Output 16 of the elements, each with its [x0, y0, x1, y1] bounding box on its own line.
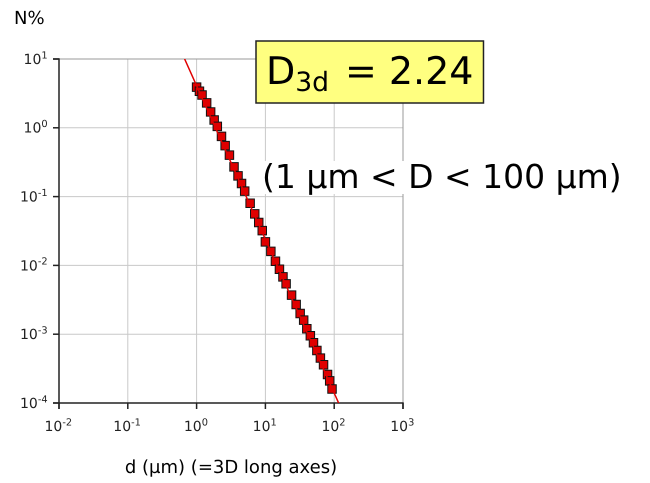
- annotation: D$_{3d}$ = 2.24: [266, 49, 474, 98]
- annotation: (1 μm < D < 100 μm): [262, 157, 622, 196]
- x-tick-label: 10$^{0}$: [184, 417, 208, 435]
- x-tick-label: 10$^{-1}$: [113, 417, 141, 435]
- x-axis-title: d (μm) (=3D long axes): [124, 457, 338, 478]
- x-tick-label: 10$^{-2}$: [44, 417, 72, 435]
- y-tick-label: 10$^{-1}$: [20, 188, 48, 206]
- y-tick-label: 10$^{-2}$: [20, 256, 48, 274]
- y-tick-label: 10$^{0}$: [24, 119, 48, 137]
- y-axis-title: N%: [14, 8, 45, 29]
- x-tick-label: 10$^{1}$: [252, 417, 277, 435]
- x-tick-label: 10$^{3}$: [390, 417, 414, 435]
- x-tick-label: 10$^{2}$: [321, 417, 346, 435]
- y-tick-label: 10$^{-4}$: [20, 394, 48, 412]
- y-tick-label: 10$^{-3}$: [20, 326, 48, 344]
- y-tick-label: 10$^{1}$: [24, 50, 48, 68]
